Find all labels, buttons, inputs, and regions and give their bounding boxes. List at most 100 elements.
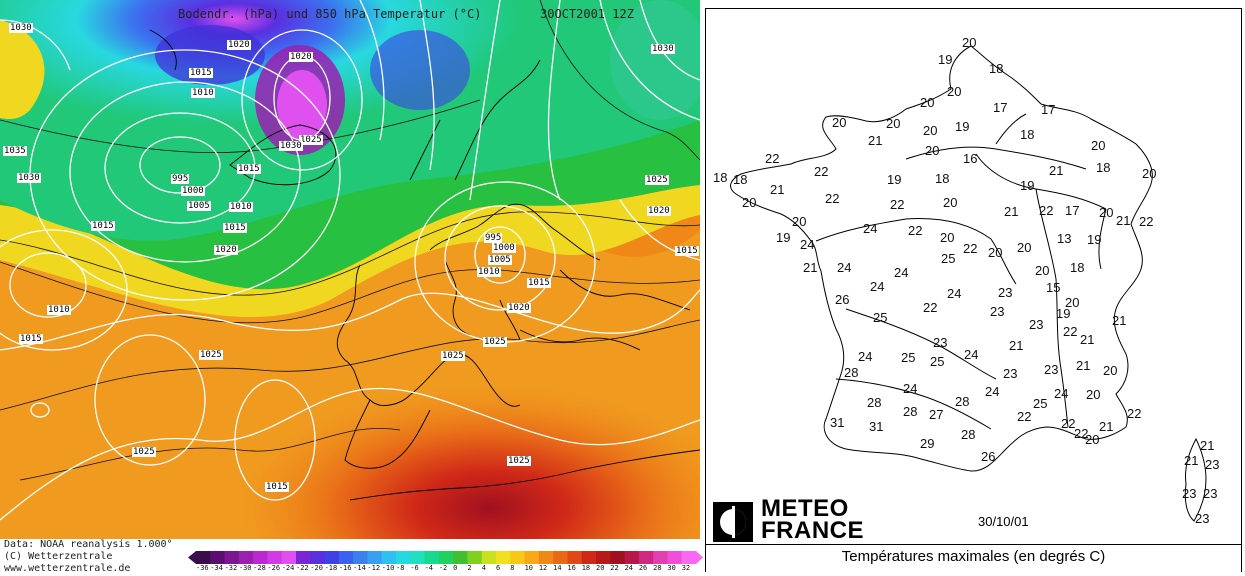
station-temperature: 18: [1096, 160, 1111, 175]
pressure-temperature-map: 1030 1020 1020 1015 1010 1025 1030 1035 1015 995 1…: [0, 0, 703, 576]
color-scale-swatch: [224, 551, 240, 564]
isobar-label: 1025: [483, 337, 507, 347]
isobar-label: 1025: [199, 350, 223, 360]
color-scale-swatch: [296, 551, 311, 564]
color-scale-swatch: [596, 551, 611, 564]
isobar-label: 1015: [223, 223, 247, 233]
station-temperature: 21: [1200, 438, 1215, 453]
station-temperature: 21: [1004, 204, 1019, 219]
color-scale-tick-label: 28: [653, 564, 662, 572]
station-temperature: 28: [961, 427, 976, 442]
color-scale-tick-label: -6: [410, 564, 419, 572]
station-temperature: 20: [1085, 432, 1100, 447]
station-temperature: 21: [1076, 358, 1091, 373]
station-temperature: 29: [920, 436, 935, 451]
station-temperature: 18: [1020, 127, 1035, 142]
station-temperature: 24: [858, 349, 873, 364]
station-temperature: 13: [1057, 231, 1072, 246]
logo-line2: FRANCE: [761, 517, 864, 544]
station-temperature: 20: [792, 214, 807, 229]
station-temperature: 19: [1020, 178, 1035, 193]
station-temperature: 18: [733, 172, 748, 187]
isobar-label: 1010: [47, 305, 71, 315]
isobar-label: 1020: [214, 245, 238, 255]
color-scale-tick-label: 30: [667, 564, 676, 572]
color-scale-tick-label: -14: [353, 564, 366, 572]
station-temperature: 21: [868, 133, 883, 148]
isobar-label: 1020: [227, 40, 251, 50]
station-temperature: 24: [903, 381, 918, 396]
color-scale-swatch: [238, 551, 254, 564]
station-temperature: 23: [990, 304, 1005, 319]
color-scale-tick-label: 8: [510, 564, 515, 572]
credit-url: www.wetterzentrale.de: [4, 563, 131, 574]
station-temperature: 20: [1103, 363, 1118, 378]
station-temperature: 21: [1080, 332, 1095, 347]
station-temperature: 31: [869, 419, 884, 434]
color-scale-tick-label: -8: [396, 564, 405, 572]
color-scale-tick-label: 26: [638, 564, 648, 572]
color-scale-tick-label: -30: [238, 564, 252, 572]
station-temperature: 20: [920, 95, 935, 110]
station-temperature: 16: [963, 151, 978, 166]
color-scale-tick-label: -24: [281, 564, 295, 572]
color-scale-swatch: [367, 551, 383, 564]
color-scale-tick-label: 2: [467, 564, 472, 572]
color-scale-swatch: [453, 551, 468, 564]
color-scale-swatch: [624, 551, 640, 564]
station-temperature: 19: [887, 172, 902, 187]
station-temperature: 24: [863, 221, 878, 236]
station-temperature: 20: [832, 115, 847, 130]
station-temperature: 19: [1087, 232, 1102, 247]
color-scale-tick-label: 4: [481, 564, 486, 572]
isobar-label: 1015: [91, 221, 115, 231]
station-temperature: 20: [1099, 205, 1114, 220]
station-temperature: 22: [814, 164, 829, 179]
color-scale-tick-label: 14: [553, 564, 562, 572]
station-temperature: 20: [940, 230, 955, 245]
station-temperature: 19: [1056, 306, 1071, 321]
station-temperature: 19: [776, 230, 791, 245]
color-scale-tick-label: -32: [224, 564, 238, 572]
isobar-label: 1025: [441, 351, 465, 361]
isobar-label: 1020: [647, 206, 671, 216]
isobar-label: 1035: [3, 146, 27, 156]
isobar-label: 1010: [477, 267, 501, 277]
color-scale-tick-label: -12: [367, 564, 381, 572]
station-temperature: 23: [1044, 362, 1059, 377]
station-temperature: 20: [1142, 166, 1157, 181]
station-temperature: 19: [938, 52, 953, 67]
station-temperature: 20: [742, 195, 757, 210]
caption-bar: [706, 544, 1241, 572]
color-scale-swatch: [338, 551, 354, 564]
isobar-label: 1005: [488, 255, 512, 265]
color-scale-tick-label: 10: [524, 564, 533, 572]
station-temperature: 26: [835, 292, 850, 307]
station-temperature: 25: [901, 350, 916, 365]
station-temperature: 23: [1195, 511, 1210, 526]
isobar-label: 1030: [279, 141, 303, 151]
isobar-label: 1025: [507, 456, 531, 466]
color-scale-swatch: [196, 551, 211, 564]
station-temperature: 17: [1041, 102, 1056, 117]
station-temperature: 20: [886, 116, 901, 131]
color-scale-swatch: [581, 551, 597, 564]
station-temperature: 21: [1116, 213, 1131, 228]
map-title: Bodendr. (hPa) und 850 hPa Temperatur (°…: [178, 7, 482, 21]
station-temperature: 20: [947, 84, 962, 99]
color-scale-bar: [188, 551, 703, 564]
isobar-label: 1025: [645, 175, 669, 185]
isobar-label: 1015: [237, 164, 261, 174]
station-temperature: 20: [925, 143, 940, 158]
forecast-date: 30/10/01: [978, 514, 1029, 529]
station-temperature: 28: [867, 395, 882, 410]
color-scale-swatch: [424, 551, 440, 564]
color-scale-tick-label: -2: [438, 564, 448, 572]
station-temperature: 20: [943, 195, 958, 210]
color-scale-swatch: [610, 551, 626, 564]
isobar-label: 1020: [507, 303, 531, 313]
station-temperature: 31: [830, 415, 845, 430]
station-temperature: 21: [1009, 338, 1024, 353]
color-scale-swatch: [538, 551, 554, 564]
station-temperature: 21: [1112, 313, 1127, 328]
